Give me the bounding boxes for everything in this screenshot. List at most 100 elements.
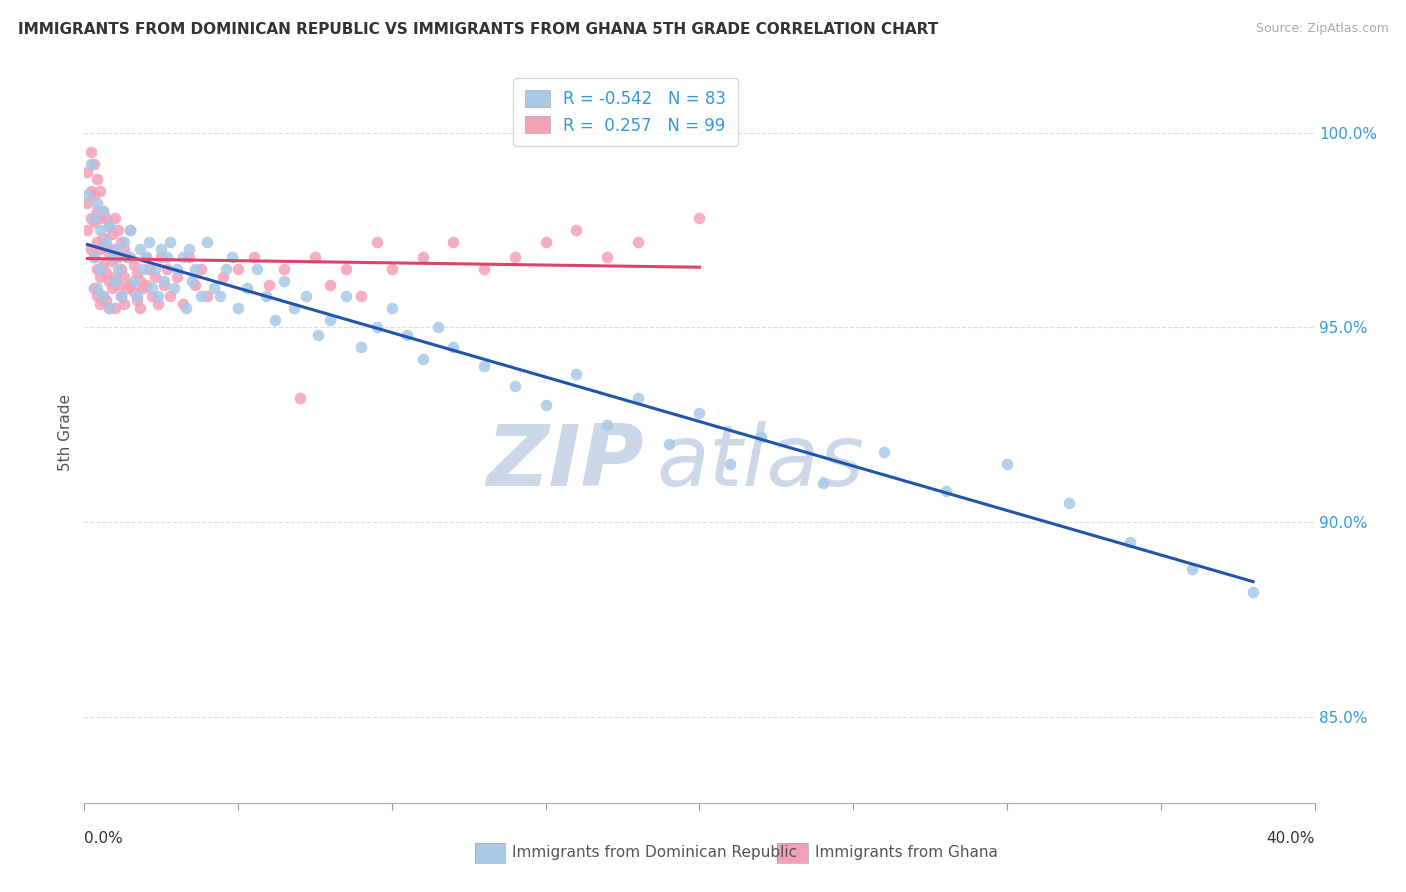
Point xyxy=(107,250,129,264)
Point xyxy=(120,223,142,237)
Point xyxy=(264,312,287,326)
Point xyxy=(117,281,139,295)
Point xyxy=(148,297,170,311)
Point xyxy=(811,476,834,491)
Point xyxy=(94,266,117,280)
Point xyxy=(101,250,124,264)
Point xyxy=(104,301,127,315)
Point xyxy=(689,406,711,420)
Y-axis label: 5th Grade: 5th Grade xyxy=(58,394,73,471)
Point xyxy=(104,269,127,284)
Point xyxy=(132,281,155,295)
Point xyxy=(98,301,120,315)
Text: Immigrants from Ghana: Immigrants from Ghana xyxy=(815,846,998,860)
Point xyxy=(91,203,114,218)
Point xyxy=(159,289,181,303)
Point xyxy=(150,250,173,264)
Point xyxy=(79,211,101,226)
Point xyxy=(79,184,101,198)
Point xyxy=(1181,562,1204,576)
Point xyxy=(91,258,114,272)
Point xyxy=(1241,585,1264,599)
Point xyxy=(89,297,111,311)
Point xyxy=(79,145,101,159)
Point xyxy=(104,243,127,257)
Text: IMMIGRANTS FROM DOMINICAN REPUBLIC VS IMMIGRANTS FROM GHANA 5TH GRADE CORRELATIO: IMMIGRANTS FROM DOMINICAN REPUBLIC VS IM… xyxy=(18,22,939,37)
Point xyxy=(110,262,132,277)
Point xyxy=(503,379,526,393)
Point xyxy=(132,262,155,277)
Point xyxy=(190,289,212,303)
Point xyxy=(125,266,148,280)
Point xyxy=(98,246,120,260)
Point xyxy=(141,289,163,303)
Point xyxy=(197,289,219,303)
Point xyxy=(83,250,105,264)
Point xyxy=(89,269,111,284)
Point xyxy=(1057,496,1080,510)
Point xyxy=(122,274,145,288)
Text: 40.0%: 40.0% xyxy=(1267,831,1315,846)
Point xyxy=(110,289,132,303)
Point xyxy=(86,289,108,303)
Point xyxy=(190,262,212,277)
Text: ZIP: ZIP xyxy=(486,421,644,504)
Point xyxy=(112,235,135,249)
Point xyxy=(91,203,114,218)
Point xyxy=(91,289,114,303)
Point xyxy=(122,285,145,300)
Point xyxy=(135,250,157,264)
Point xyxy=(350,340,373,354)
Text: atlas: atlas xyxy=(657,421,865,504)
Point xyxy=(120,223,142,237)
Point xyxy=(304,250,326,264)
Point xyxy=(86,203,108,218)
Point xyxy=(381,262,404,277)
Point xyxy=(221,250,243,264)
Point xyxy=(254,289,277,303)
Point xyxy=(995,457,1018,471)
Point xyxy=(76,164,98,178)
Point xyxy=(472,262,495,277)
Point xyxy=(335,262,357,277)
Point xyxy=(534,235,557,249)
Point xyxy=(156,262,179,277)
Point xyxy=(335,289,357,303)
Point xyxy=(104,274,127,288)
Point xyxy=(350,289,373,303)
Point xyxy=(215,262,238,277)
Point xyxy=(689,211,711,226)
Point xyxy=(91,289,114,303)
Point xyxy=(197,235,219,249)
Point xyxy=(1119,534,1142,549)
Point xyxy=(94,238,117,252)
Point xyxy=(162,281,184,295)
Point xyxy=(159,235,181,249)
Point xyxy=(128,274,150,288)
Point xyxy=(166,269,188,284)
Point xyxy=(150,243,173,257)
Point xyxy=(86,172,108,186)
Point xyxy=(427,320,450,334)
Point xyxy=(166,262,188,277)
Point xyxy=(86,235,108,249)
Point xyxy=(627,391,650,405)
Point xyxy=(101,227,124,241)
Point xyxy=(177,243,200,257)
Point xyxy=(138,262,160,277)
Point xyxy=(83,188,105,202)
Point xyxy=(83,211,105,226)
Point xyxy=(242,250,264,264)
Point xyxy=(565,367,588,381)
Point xyxy=(503,250,526,264)
Point xyxy=(107,262,129,277)
Point xyxy=(83,157,105,171)
Point xyxy=(107,223,129,237)
Point xyxy=(319,312,342,326)
Point xyxy=(319,277,342,292)
Point xyxy=(366,235,388,249)
Point xyxy=(143,269,166,284)
Point xyxy=(153,277,176,292)
Point xyxy=(112,243,135,257)
Point xyxy=(596,417,619,432)
